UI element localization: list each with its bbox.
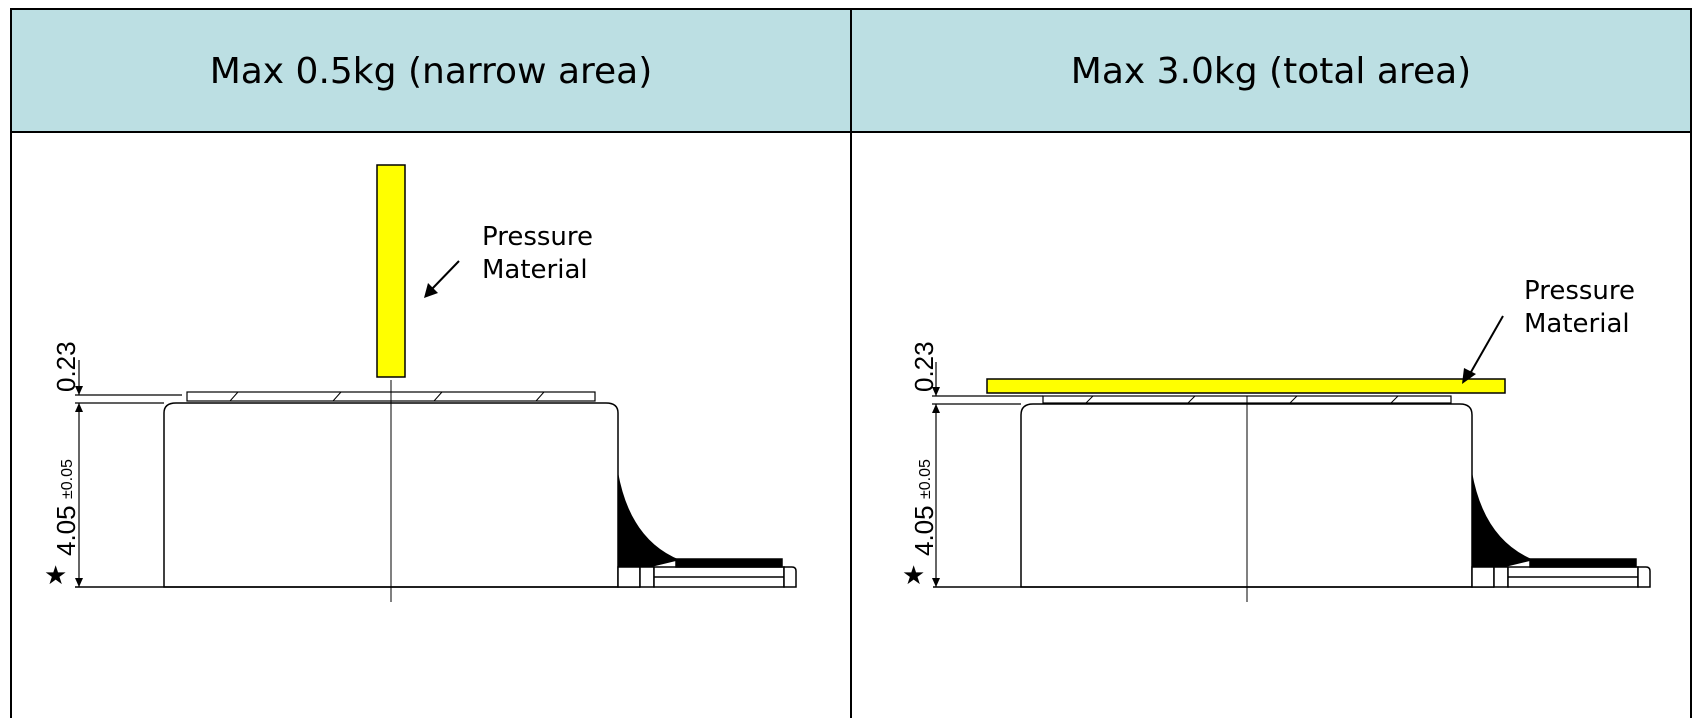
dim-top-text: 0.23	[51, 341, 81, 392]
fillet	[618, 472, 680, 575]
label-arrow-head	[424, 283, 438, 298]
label-arrow-line	[430, 260, 460, 291]
panel-narrow-area: 0.23 4.05 ±0.05 ★ Pressure Material	[44, 164, 797, 602]
dimension-arrows	[932, 387, 940, 587]
star-icon: ★	[44, 560, 67, 590]
pressure-label-line1: Pressure	[1524, 276, 1635, 306]
header-narrow-area: Max 0.5kg (narrow area)	[12, 10, 850, 132]
dimension-arrows	[75, 386, 83, 587]
label-arrow-line	[1470, 315, 1504, 373]
dimension-lines	[75, 360, 182, 587]
header-narrow-area-text: Max 0.5kg (narrow area)	[209, 50, 653, 92]
lead-terminal	[1471, 558, 1651, 588]
cover-hatching	[229, 391, 545, 402]
label-arrow-head	[1462, 368, 1476, 384]
lead-terminal	[617, 558, 797, 588]
header-total-area: Max 3.0kg (total area)	[852, 10, 1690, 132]
dimension-lines	[932, 362, 1043, 587]
pressure-material-narrow	[376, 164, 406, 378]
panel-total-area: 0.23 4.05 ±0.05 ★ Pressure Material	[902, 276, 1651, 602]
cover-hatching	[1085, 395, 1399, 404]
dim-tolerance-text: ±0.05	[917, 459, 934, 499]
pressure-material-total	[986, 378, 1506, 394]
star-icon: ★	[902, 560, 925, 590]
dim-height-text: 4.05	[51, 505, 81, 556]
pressure-label-line2: Material	[1524, 309, 1630, 339]
dim-top-text: 0.23	[909, 341, 939, 392]
fillet	[1472, 472, 1534, 575]
dim-height-text: 4.05	[909, 505, 939, 556]
header-total-area-text: Max 3.0kg (total area)	[1070, 50, 1472, 92]
table-grid	[10, 8, 1692, 718]
dim-tolerance-text: ±0.05	[59, 459, 76, 499]
pressure-label-line1: Pressure	[482, 222, 593, 252]
pressure-label-line2: Material	[482, 255, 588, 285]
